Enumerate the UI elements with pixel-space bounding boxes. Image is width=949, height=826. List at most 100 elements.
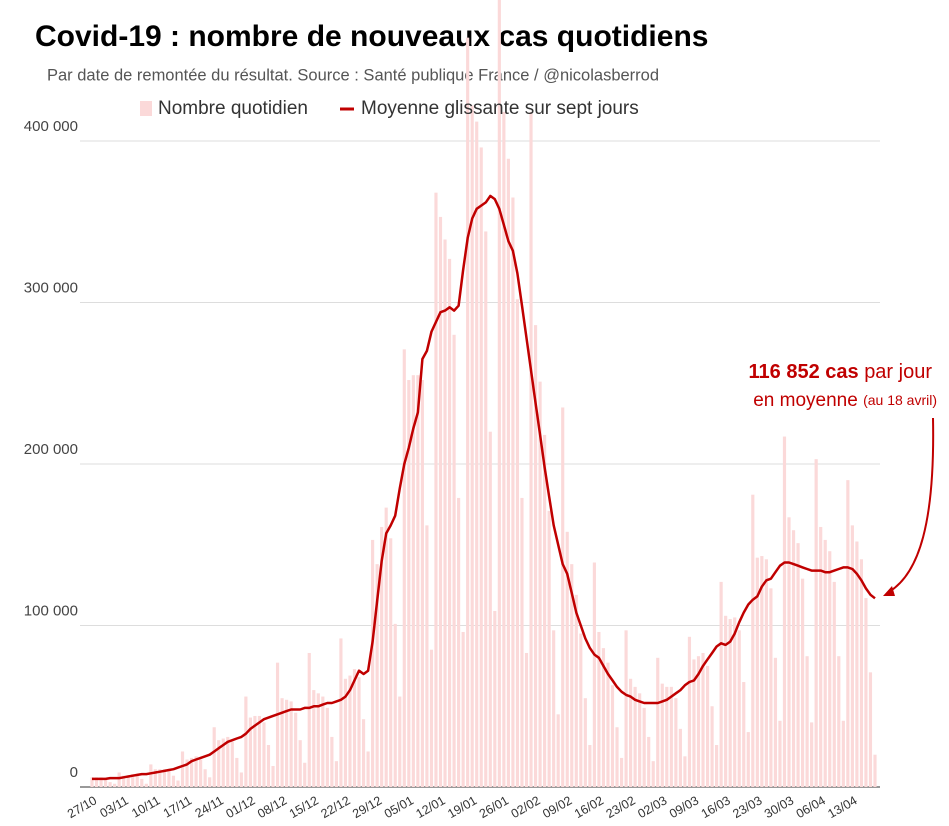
bar	[384, 507, 388, 787]
annotation: 116 852 cas par jour	[749, 361, 933, 383]
chart-subtitle: Par date de remontée du résultat. Source…	[47, 66, 659, 84]
bar	[488, 431, 492, 787]
bar	[212, 727, 216, 787]
bar	[782, 436, 787, 787]
bar	[769, 588, 773, 787]
bar	[660, 683, 664, 787]
bar	[715, 745, 719, 787]
x-tick-label: 27/10	[65, 793, 99, 821]
bar	[619, 757, 624, 787]
x-tick-label: 03/11	[98, 793, 131, 820]
bar	[497, 0, 501, 787]
x-tick-label: 23/02	[604, 793, 638, 821]
bar	[108, 782, 112, 787]
bar	[334, 761, 338, 787]
bar	[561, 407, 565, 787]
bar	[805, 656, 809, 787]
bar	[280, 698, 284, 787]
bar	[244, 696, 248, 787]
bar	[348, 675, 352, 787]
bar	[158, 769, 162, 787]
x-tick-label: 05/01	[382, 793, 416, 821]
chart-title: Covid-19 : nombre de nouveaux cas quotid…	[35, 20, 708, 53]
x-tick-label: 06/04	[794, 793, 828, 821]
bar	[429, 649, 434, 787]
bar	[588, 745, 592, 787]
bar	[855, 541, 859, 787]
bar	[321, 696, 325, 787]
annotation-text: (au 18 avril)	[863, 392, 937, 408]
bar	[841, 720, 845, 787]
bar	[461, 631, 465, 787]
x-tick-label: 19/01	[445, 793, 479, 821]
bar	[248, 717, 252, 787]
bar	[642, 707, 646, 787]
bar	[773, 657, 778, 787]
bar	[266, 745, 271, 787]
bar	[810, 722, 814, 787]
x-tick-label: 24/11	[193, 793, 226, 820]
bar	[398, 696, 402, 787]
bar	[493, 610, 497, 787]
legend: Nombre quotidien Moyenne glissante sur s…	[140, 98, 639, 119]
line	[92, 194, 876, 781]
bar	[742, 682, 746, 787]
x-tick-label: 15/12	[287, 793, 321, 821]
bar	[434, 192, 438, 787]
bar	[832, 581, 836, 787]
bar	[475, 121, 479, 788]
x-tick-label: 17/11	[161, 793, 194, 820]
bar	[271, 766, 275, 787]
bar	[524, 652, 529, 787]
bar	[506, 158, 510, 787]
bar	[339, 638, 343, 787]
bar	[117, 772, 121, 787]
x-tick-label: 08/12	[255, 793, 289, 821]
x-tick-label: 09/03	[667, 793, 701, 821]
bar	[796, 543, 800, 787]
bar	[778, 720, 782, 787]
bar	[515, 299, 520, 787]
x-tick-label: 13/04	[825, 793, 859, 821]
bar	[94, 777, 99, 787]
bar	[90, 777, 94, 787]
bar	[171, 775, 176, 787]
bar	[665, 686, 669, 787]
bar	[226, 736, 230, 787]
bar	[859, 559, 864, 787]
bar	[452, 334, 456, 787]
bar	[692, 659, 696, 787]
bar	[275, 662, 280, 787]
bar	[647, 736, 651, 787]
legend-label: Nombre quotidien	[158, 98, 308, 119]
x-tick-label: 09/02	[540, 793, 574, 821]
bar	[203, 769, 207, 787]
bar	[814, 459, 818, 787]
bar	[217, 740, 221, 787]
bar	[868, 672, 873, 787]
x-tick-label: 30/03	[762, 793, 796, 821]
bar	[208, 777, 212, 787]
bar	[724, 615, 728, 787]
x-tick-label: 22/12	[319, 793, 353, 821]
bar	[547, 510, 551, 787]
bar	[185, 759, 189, 787]
bar	[511, 197, 515, 787]
bar	[705, 665, 710, 787]
bar	[556, 714, 560, 787]
bar	[533, 325, 538, 787]
bar	[285, 699, 289, 787]
bar	[375, 564, 379, 787]
bar	[837, 656, 841, 787]
bar	[438, 216, 443, 787]
bar	[153, 769, 157, 787]
bar	[131, 774, 135, 787]
bar	[402, 349, 406, 787]
bar	[479, 147, 483, 787]
bar	[606, 662, 610, 787]
bar	[674, 698, 678, 787]
bar	[199, 759, 203, 787]
bar	[325, 707, 329, 787]
bar	[583, 698, 587, 787]
